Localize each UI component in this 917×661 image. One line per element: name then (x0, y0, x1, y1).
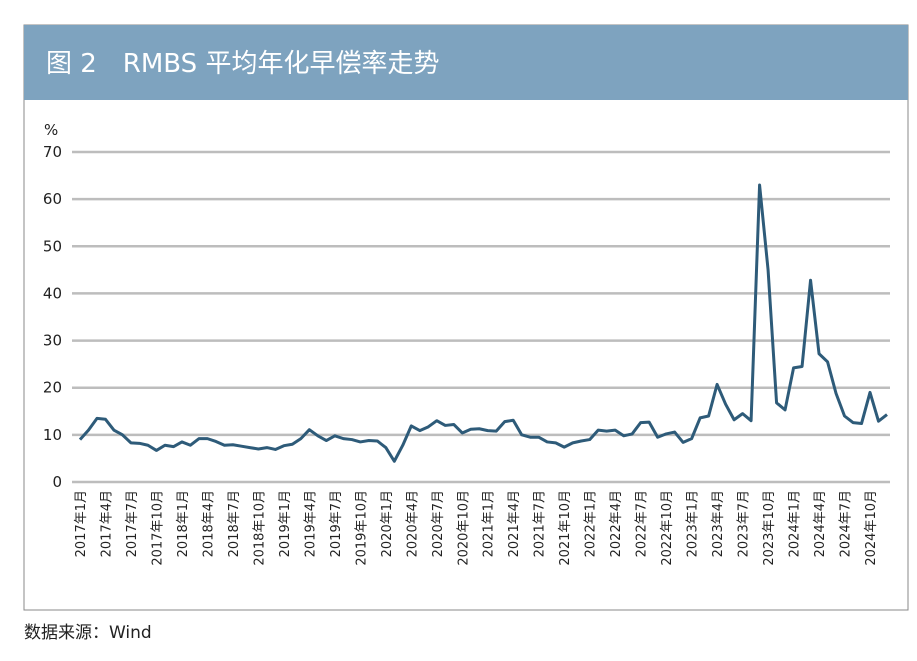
x-tick-label: 2023年4月 (711, 490, 726, 557)
x-tick-label: 2023年7月 (737, 490, 752, 557)
x-tick-label: 2024年10月 (864, 490, 879, 566)
y-tick-label: 60 (43, 190, 62, 208)
x-tick-label: 2019年7月 (329, 490, 344, 557)
header-bar (24, 25, 908, 100)
y-tick-label: 20 (43, 379, 62, 397)
chart-title: 图 2 RMBS 平均年化早偿率走势 (46, 49, 439, 79)
y-tick-label: 0 (52, 473, 62, 491)
x-tick-label: 2022年1月 (584, 490, 599, 557)
data-line (78, 183, 888, 463)
y-unit: % (44, 121, 58, 139)
x-tick-label: 2022年10月 (660, 490, 675, 566)
x-tick-label: 2018年1月 (176, 490, 191, 557)
x-tick-label: 2018年7月 (227, 490, 242, 557)
x-tick-label: 2023年1月 (686, 490, 701, 557)
y-tick-label: 70 (43, 143, 62, 161)
x-tick-label: 2021年1月 (482, 490, 497, 557)
x-tick-label: 2019年1月 (278, 490, 293, 557)
y-tick-label: 50 (43, 237, 62, 255)
x-tick-label: 2017年10月 (150, 490, 165, 566)
y-tick-label: 10 (43, 426, 62, 444)
x-tick-label: 2019年10月 (354, 490, 369, 566)
x-tick-label: 2023年10月 (762, 490, 777, 566)
x-tick-label: 2024年4月 (813, 490, 828, 557)
x-tick-label: 2017年4月 (99, 490, 114, 557)
x-tick-label: 2024年7月 (839, 490, 854, 557)
x-tick-label: 2020年1月 (380, 490, 395, 557)
x-tick-label: 2022年4月 (609, 490, 624, 557)
x-tick-label: 2021年10月 (558, 490, 573, 566)
x-tick-label: 2020年4月 (405, 490, 420, 557)
x-tick-label: 2021年7月 (533, 490, 548, 557)
x-tick-label: 2018年10月 (252, 490, 267, 566)
x-tick-label: 2024年1月 (788, 490, 803, 557)
x-tick-label: 2020年10月 (456, 490, 471, 566)
x-tick-label: 2018年4月 (201, 490, 216, 557)
x-tick-label: 2022年7月 (635, 490, 650, 557)
y-tick-label: 40 (43, 284, 62, 302)
x-tick-label: 2017年7月 (125, 490, 140, 557)
y-tick-label: 30 (43, 332, 62, 350)
source: 数据来源：Wind (24, 623, 152, 643)
x-tick-label: 2021年4月 (507, 490, 522, 557)
x-tick-label: 2019年4月 (303, 490, 318, 557)
x-tick-label: 2020年7月 (431, 490, 446, 557)
x-tick-label: 2017年1月 (74, 490, 89, 557)
